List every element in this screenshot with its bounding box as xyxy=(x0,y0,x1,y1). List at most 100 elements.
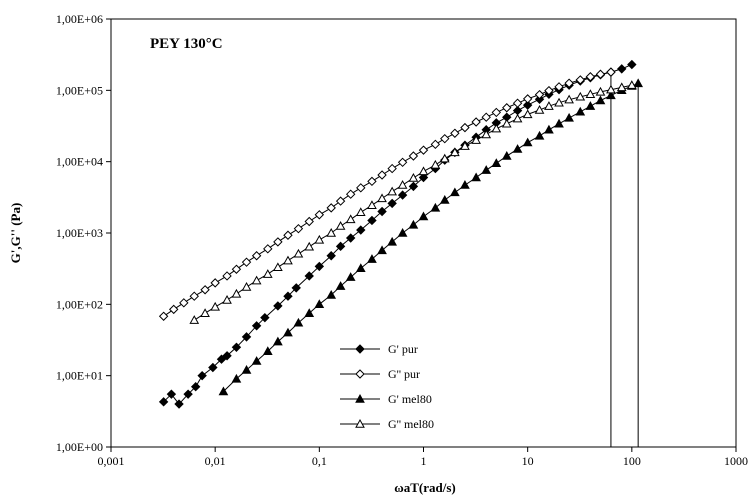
data-point xyxy=(262,269,273,278)
plot-area-frame xyxy=(110,18,737,448)
data-point xyxy=(283,327,293,337)
x-tick-label: 10 xyxy=(522,454,534,468)
data-point xyxy=(387,198,397,209)
data-point xyxy=(397,227,408,237)
reference-lines xyxy=(610,72,639,447)
data-point xyxy=(304,241,315,251)
data-point xyxy=(471,172,481,182)
data-point xyxy=(387,163,397,174)
data-point xyxy=(471,117,481,127)
y-tick-label: 1,00E+04 xyxy=(56,155,103,169)
data-point xyxy=(208,362,218,373)
series-3 xyxy=(189,80,637,324)
data-point xyxy=(633,78,644,88)
x-tick-label: 1 xyxy=(421,454,427,468)
data-point xyxy=(534,104,545,114)
data-point xyxy=(397,157,408,167)
data-point xyxy=(377,170,387,180)
data-point xyxy=(345,233,356,243)
data-point xyxy=(430,202,441,212)
data-point xyxy=(262,346,273,355)
y-tick-label: 1,00E+03 xyxy=(56,226,103,240)
data-point xyxy=(189,291,199,301)
data-point xyxy=(554,97,564,107)
data-point xyxy=(408,219,419,229)
y-tick-label: 1,00E+05 xyxy=(56,83,103,97)
legend-label: G'' pur xyxy=(388,367,420,381)
data-point xyxy=(251,275,262,285)
data-point xyxy=(408,172,419,182)
data-point xyxy=(460,141,470,150)
data-point xyxy=(564,94,574,104)
data-point xyxy=(408,151,419,161)
data-point xyxy=(260,312,270,323)
data-point xyxy=(231,342,242,352)
data-point xyxy=(200,308,210,317)
legend-marker xyxy=(355,344,365,354)
data-point xyxy=(501,118,512,128)
data-point xyxy=(418,172,429,183)
data-point xyxy=(522,100,533,110)
axes xyxy=(110,18,737,448)
data-point xyxy=(501,150,512,160)
data-point xyxy=(430,159,441,169)
data-point xyxy=(430,139,441,150)
data-point xyxy=(367,254,377,263)
data-point xyxy=(450,147,460,157)
data-point xyxy=(283,230,293,240)
data-point xyxy=(408,181,419,192)
data-point xyxy=(440,133,450,144)
data-point xyxy=(377,193,387,203)
data-point xyxy=(439,194,450,204)
data-point xyxy=(356,225,366,235)
series-1 xyxy=(158,67,616,321)
data-point xyxy=(304,216,314,227)
data-point xyxy=(544,85,554,96)
data-point xyxy=(367,215,377,226)
data-point xyxy=(231,373,242,383)
legend-label: G' pur xyxy=(388,342,418,356)
data-point xyxy=(471,135,481,144)
data-point xyxy=(481,165,492,174)
y-tick-label: 1,00E+01 xyxy=(56,369,103,383)
data-point xyxy=(241,281,252,291)
data-point xyxy=(481,129,492,139)
x-tick-label: 0,001 xyxy=(98,454,125,468)
data-point xyxy=(617,64,627,74)
data-point xyxy=(585,101,596,110)
data-point xyxy=(575,75,585,85)
data-point xyxy=(273,336,283,346)
data-point xyxy=(231,288,242,298)
x-tick-label: 100 xyxy=(623,454,641,468)
data-point xyxy=(554,82,564,92)
data-point xyxy=(345,214,356,224)
data-point xyxy=(197,370,207,381)
y-axis-title: G',G'' (Pa) xyxy=(8,203,23,264)
y-tick-label: 1,00E+02 xyxy=(56,297,103,311)
data-point xyxy=(335,241,346,252)
data-point xyxy=(335,281,346,290)
data-point xyxy=(190,382,201,392)
data-point xyxy=(326,290,337,299)
data-point xyxy=(367,200,377,209)
data-point xyxy=(326,203,336,213)
series xyxy=(158,59,644,409)
data-point xyxy=(544,124,554,134)
data-point xyxy=(251,251,262,261)
legend-marker xyxy=(355,393,365,403)
legend-label: G' mel80 xyxy=(388,392,432,406)
data-point xyxy=(355,263,366,272)
data-point xyxy=(387,186,397,196)
data-point xyxy=(251,356,262,365)
y-tick-label: 1,00E+00 xyxy=(56,440,103,454)
y-axis-ticks: 1,00E+00 1,00E+01 1,00E+02 1,00E+03 1,00E+04… xyxy=(56,12,111,454)
data-point xyxy=(166,389,177,399)
data-point xyxy=(293,248,304,258)
data-point xyxy=(304,308,315,317)
data-point xyxy=(512,144,523,153)
data-point xyxy=(534,89,545,100)
data-point xyxy=(283,255,293,265)
data-point xyxy=(273,262,283,272)
data-point xyxy=(218,386,229,396)
data-point xyxy=(481,112,491,122)
